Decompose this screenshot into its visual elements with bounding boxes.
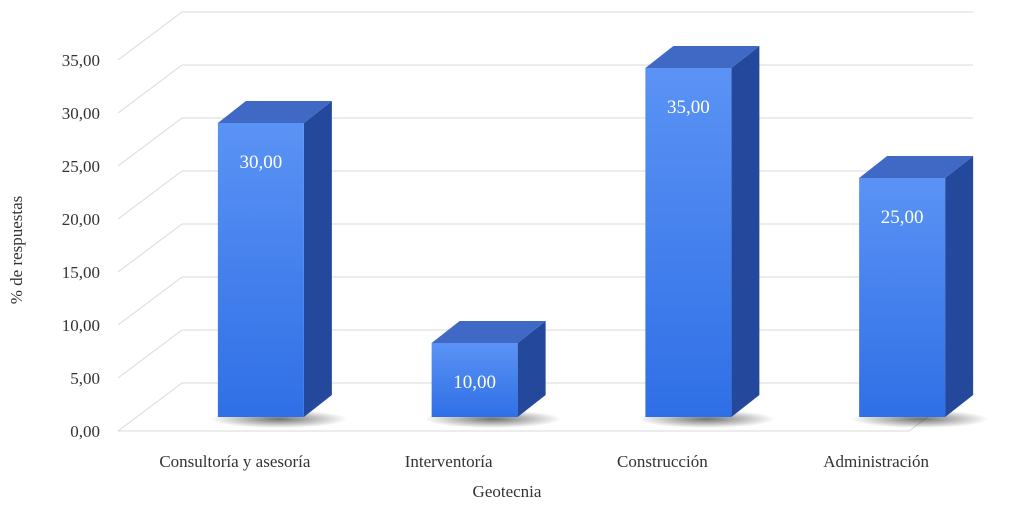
x-tick-label: Interventoría — [405, 452, 493, 471]
data-label: 10,00 — [453, 372, 496, 393]
data-label: 25,00 — [881, 207, 924, 228]
x-tick-label: Construcción — [617, 452, 708, 471]
bar — [217, 123, 304, 417]
data-label: 30,00 — [240, 152, 283, 173]
x-axis-title: Geotecnia — [473, 482, 542, 501]
label-layer: 30,00 10,00 35,00 25,00 — [240, 97, 924, 393]
y-tick-label: 10,00 — [62, 316, 100, 335]
y-tick-label: 5,00 — [70, 369, 100, 388]
bar-top — [217, 101, 332, 123]
gridline-diagonal — [117, 11, 183, 61]
y-axis-title: % de respuestas — [7, 196, 26, 305]
x-tick-label: Consultoría y asesoría — [159, 452, 311, 471]
bar-top — [431, 321, 546, 343]
y-tick-label: 20,00 — [62, 210, 100, 229]
bar — [645, 68, 732, 417]
bar-side — [945, 156, 974, 417]
gridline-diagonal — [117, 170, 183, 220]
y-tick-label: 35,00 — [62, 51, 100, 70]
gridline-diagonal — [117, 64, 183, 114]
bar-top — [859, 156, 974, 178]
bar — [431, 343, 518, 417]
y-tick-label: 15,00 — [62, 263, 100, 282]
gridline-diagonal — [117, 276, 183, 326]
bar — [859, 178, 946, 417]
gridline-diagonal — [117, 117, 183, 167]
gridline-diagonal — [117, 382, 183, 432]
y-tick-label: 30,00 — [62, 104, 100, 123]
gridline-diagonal — [117, 329, 183, 379]
bar-side — [517, 321, 546, 417]
bar-side — [303, 101, 332, 417]
y-tick-label: 25,00 — [62, 157, 100, 176]
data-label: 35,00 — [667, 97, 710, 118]
x-tick-label: Administración — [823, 452, 929, 471]
y-tick-label: 0,00 — [70, 422, 100, 441]
bar-side — [731, 46, 760, 417]
axis-layer: 0,00 5,00 10,00 15,00 20,00 25,00 30,00 35,00 Co… — [62, 51, 930, 471]
bar-top — [645, 46, 760, 68]
gridline-diagonal — [117, 223, 183, 273]
bar-layer — [217, 46, 974, 417]
